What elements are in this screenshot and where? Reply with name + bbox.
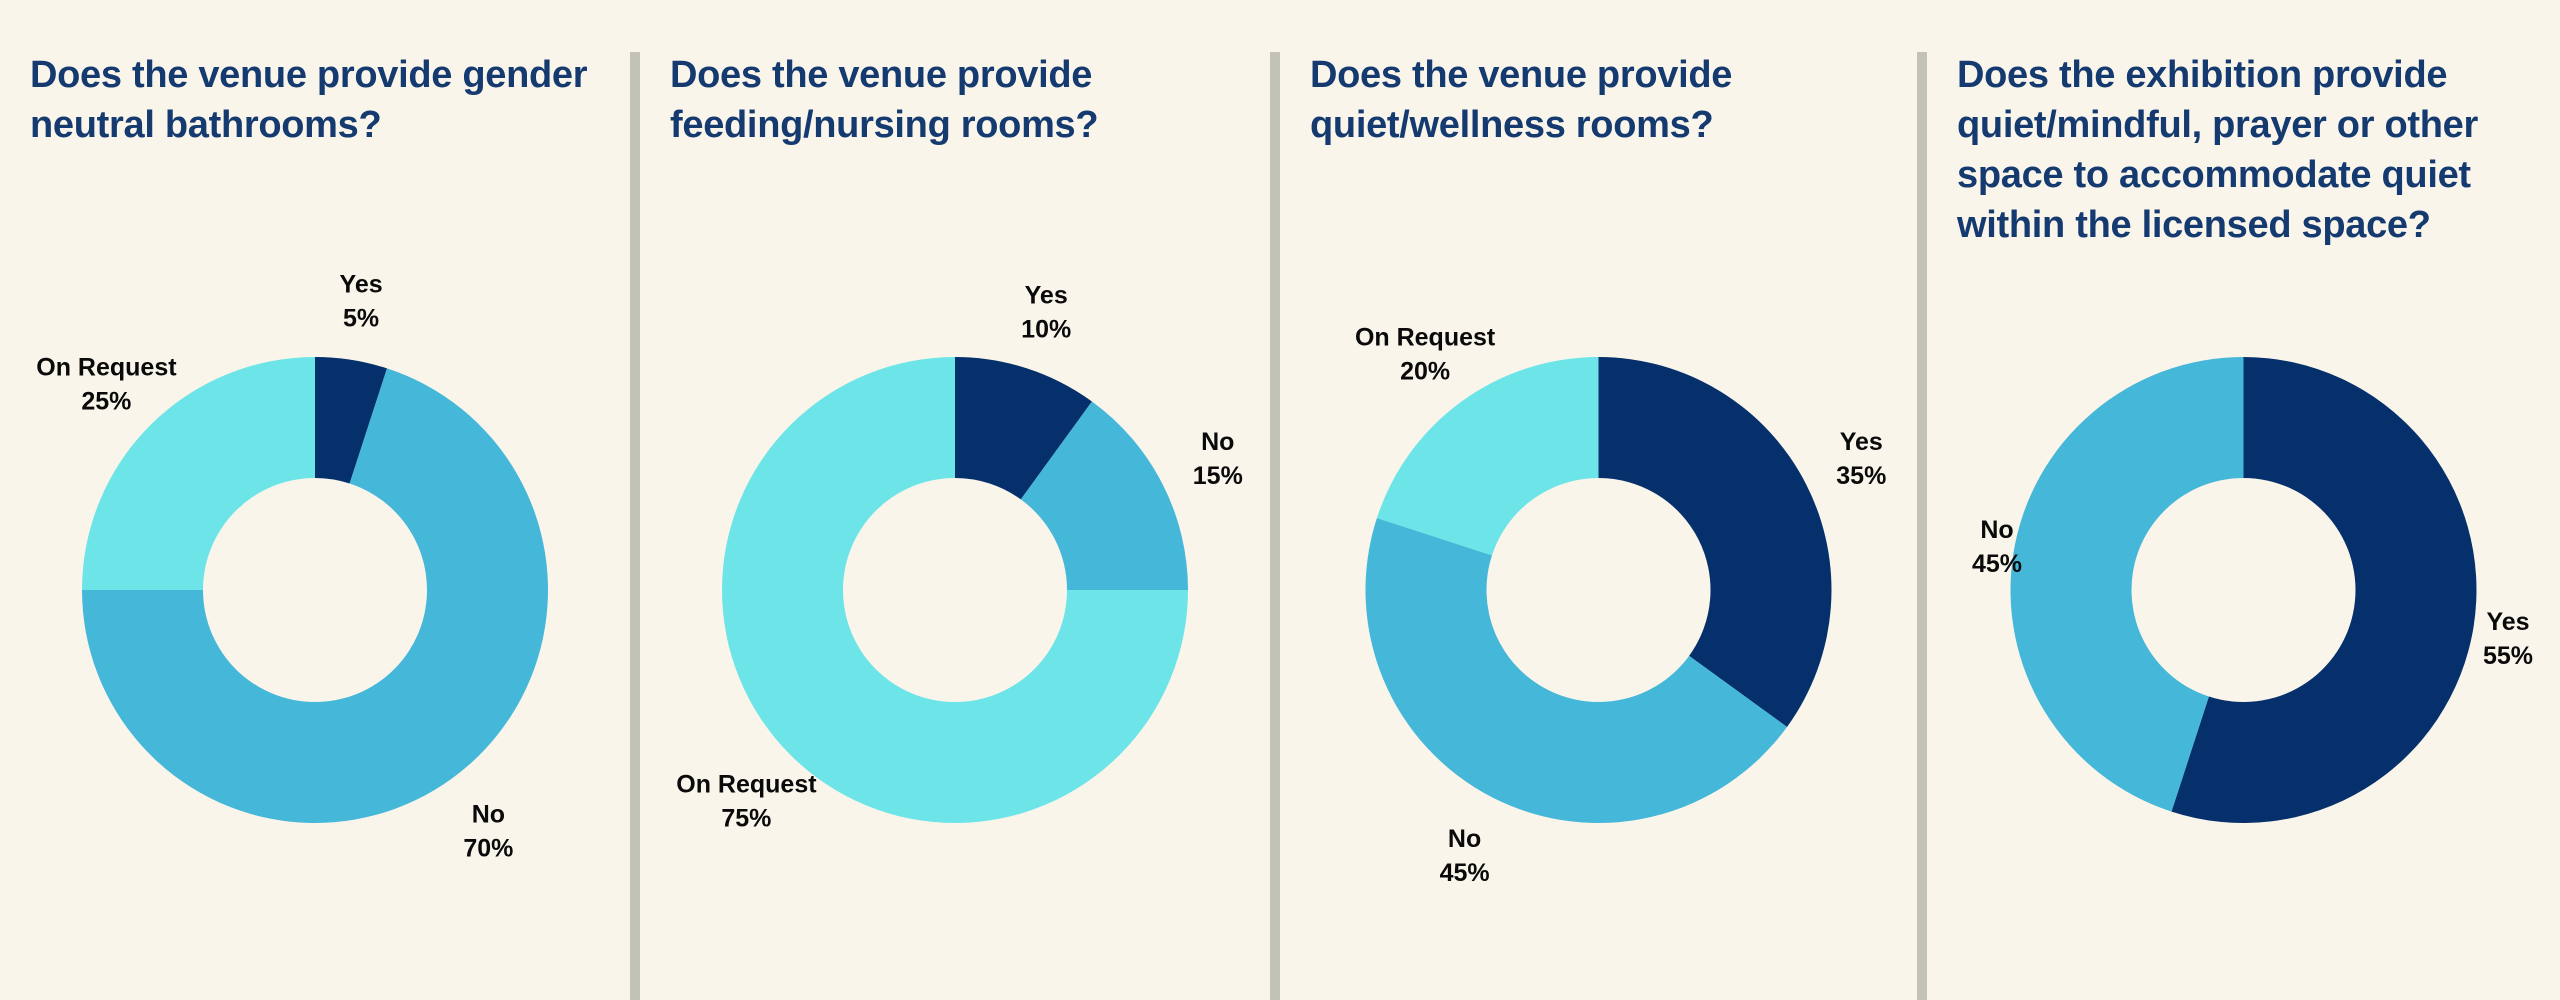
slice-label-percent: 55% xyxy=(2483,642,2533,670)
donut-chart: Yes 5% No 70% On Request 25% xyxy=(0,0,630,1000)
slice-label-category: No xyxy=(1980,516,2013,544)
slice-label-category: Yes xyxy=(1025,281,1068,309)
panel-divider xyxy=(630,52,640,1000)
slice-label-category: Yes xyxy=(340,271,383,299)
donut-slice-yes xyxy=(2171,357,2477,824)
slice-label-percent: 15% xyxy=(1193,462,1243,490)
donut-slice-yes xyxy=(955,357,1092,500)
donut-slice-no xyxy=(1020,401,1188,590)
chart-title: Does the exhibition provide quiet/mindfu… xyxy=(1957,54,2478,246)
chart-panel-gender-neutral-bathrooms: Does the venue provide gender neutral ba… xyxy=(0,0,630,1000)
donut-svg: Yes 5% No 70% On Request 25% xyxy=(36,271,548,863)
donut-chart: Yes 35% No 45% On Request 20% xyxy=(1280,0,1917,1000)
chart-panel-exhibition-quiet-space: Does the exhibition provide quiet/mindfu… xyxy=(1927,0,2560,1000)
slice-label-percent: 70% xyxy=(463,835,513,863)
slice-label-percent: 25% xyxy=(81,387,131,415)
slice-label-percent: 35% xyxy=(1836,462,1886,490)
donut-chart: Yes 55% No 45% xyxy=(1927,0,2560,1000)
slice-label: On Request 75% xyxy=(676,771,817,833)
slice-label-percent: 5% xyxy=(343,305,379,333)
donut-slice-no xyxy=(82,368,548,823)
slice-label: Yes 35% xyxy=(1836,428,1886,490)
donut-slice-no xyxy=(2010,357,2244,812)
slice-label-category: Yes xyxy=(1840,428,1883,456)
donut-slice-no xyxy=(1365,518,1787,823)
chart-panel-feeding-nursing-rooms: Does the venue provide feeding/nursing r… xyxy=(640,0,1270,1000)
slice-label-percent: 45% xyxy=(1972,550,2022,578)
chart-title: Does the venue provide gender neutral ba… xyxy=(30,54,588,146)
chart-panel-quiet-wellness-rooms: Does the venue provide quiet/wellness ro… xyxy=(1280,0,1917,1000)
slice-label-category: No xyxy=(1448,825,1481,853)
panel-divider xyxy=(1270,52,1280,1000)
slice-label-category: On Request xyxy=(1355,323,1496,351)
donut-svg: Yes 55% No 45% xyxy=(1972,357,2533,824)
slice-label-percent: 20% xyxy=(1400,357,1450,385)
donut-slice-yes xyxy=(1598,357,1832,727)
panel-divider xyxy=(1917,52,1927,1000)
slice-label-percent: 75% xyxy=(721,805,771,833)
slice-label-category: On Request xyxy=(676,771,817,799)
slice-label: No 45% xyxy=(1972,516,2022,578)
slice-label-percent: 10% xyxy=(1021,315,1071,343)
slice-label-category: No xyxy=(472,801,505,829)
slice-label: No 15% xyxy=(1193,428,1243,490)
donut-svg: Yes 10% No 15% On Request 75% xyxy=(676,281,1243,833)
slice-label: No 70% xyxy=(463,801,513,863)
donut-slice-on-request xyxy=(722,357,1188,823)
slice-label: No 45% xyxy=(1440,825,1490,887)
slice-label-category: Yes xyxy=(2486,608,2529,636)
chart-title: Does the venue provide feeding/nursing r… xyxy=(670,54,1099,146)
slice-label: Yes 5% xyxy=(340,271,383,333)
slice-label: Yes 10% xyxy=(1021,281,1071,343)
slice-label: On Request 20% xyxy=(1355,323,1496,385)
donut-chart: Yes 10% No 15% On Request 75% xyxy=(640,0,1270,1000)
slice-label: Yes 55% xyxy=(2483,608,2533,670)
slice-label-category: No xyxy=(1201,428,1234,456)
slice-label-percent: 45% xyxy=(1440,859,1490,887)
donut-slice-on-request xyxy=(1376,357,1599,556)
chart-title: Does the venue provide quiet/wellness ro… xyxy=(1310,54,1733,146)
donut-svg: Yes 35% No 45% On Request 20% xyxy=(1355,323,1886,887)
slice-label: On Request 25% xyxy=(36,353,177,415)
donut-slice-on-request xyxy=(82,357,315,590)
donut-slice-yes xyxy=(315,357,387,484)
slice-label-category: On Request xyxy=(36,353,177,381)
